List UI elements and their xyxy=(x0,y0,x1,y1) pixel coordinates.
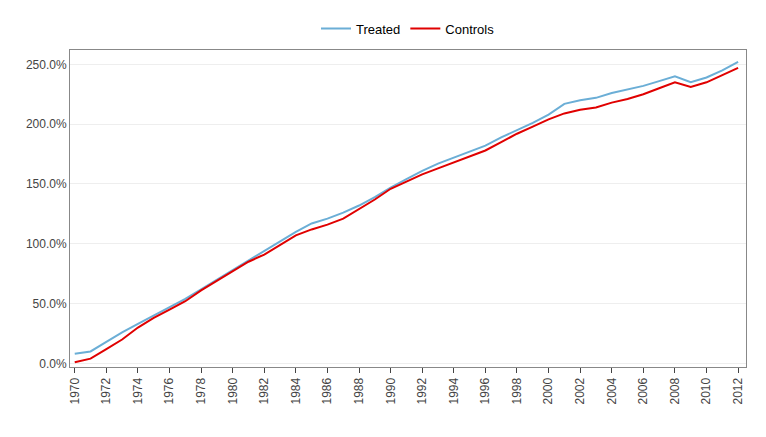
svg-text:2006: 2006 xyxy=(636,377,650,404)
svg-text:2012: 2012 xyxy=(731,377,745,404)
svg-text:1998: 1998 xyxy=(510,377,524,404)
svg-text:1970: 1970 xyxy=(68,377,82,404)
svg-text:2002: 2002 xyxy=(573,377,587,404)
svg-text:2008: 2008 xyxy=(668,377,682,404)
svg-text:250.0%: 250.0% xyxy=(26,58,67,72)
svg-text:Controls: Controls xyxy=(445,22,494,37)
svg-text:2010: 2010 xyxy=(699,377,713,404)
svg-text:200.0%: 200.0% xyxy=(26,117,67,131)
svg-text:0.0%: 0.0% xyxy=(39,357,67,371)
svg-text:1982: 1982 xyxy=(257,377,271,404)
svg-text:1996: 1996 xyxy=(478,377,492,404)
svg-text:1986: 1986 xyxy=(320,377,334,404)
svg-text:1980: 1980 xyxy=(226,377,240,404)
svg-text:1992: 1992 xyxy=(415,377,429,404)
svg-text:1984: 1984 xyxy=(289,377,303,404)
svg-text:1990: 1990 xyxy=(384,377,398,404)
svg-text:1972: 1972 xyxy=(99,377,113,404)
svg-text:100.0%: 100.0% xyxy=(26,237,67,251)
svg-text:1974: 1974 xyxy=(131,377,145,404)
svg-text:1976: 1976 xyxy=(162,377,176,404)
svg-text:150.0%: 150.0% xyxy=(26,177,67,191)
svg-text:2000: 2000 xyxy=(541,377,555,404)
svg-text:Treated: Treated xyxy=(356,22,400,37)
svg-text:1978: 1978 xyxy=(194,377,208,404)
svg-text:1988: 1988 xyxy=(352,377,366,404)
svg-text:50.0%: 50.0% xyxy=(33,297,67,311)
svg-text:1994: 1994 xyxy=(447,377,461,404)
svg-text:2004: 2004 xyxy=(605,377,619,404)
